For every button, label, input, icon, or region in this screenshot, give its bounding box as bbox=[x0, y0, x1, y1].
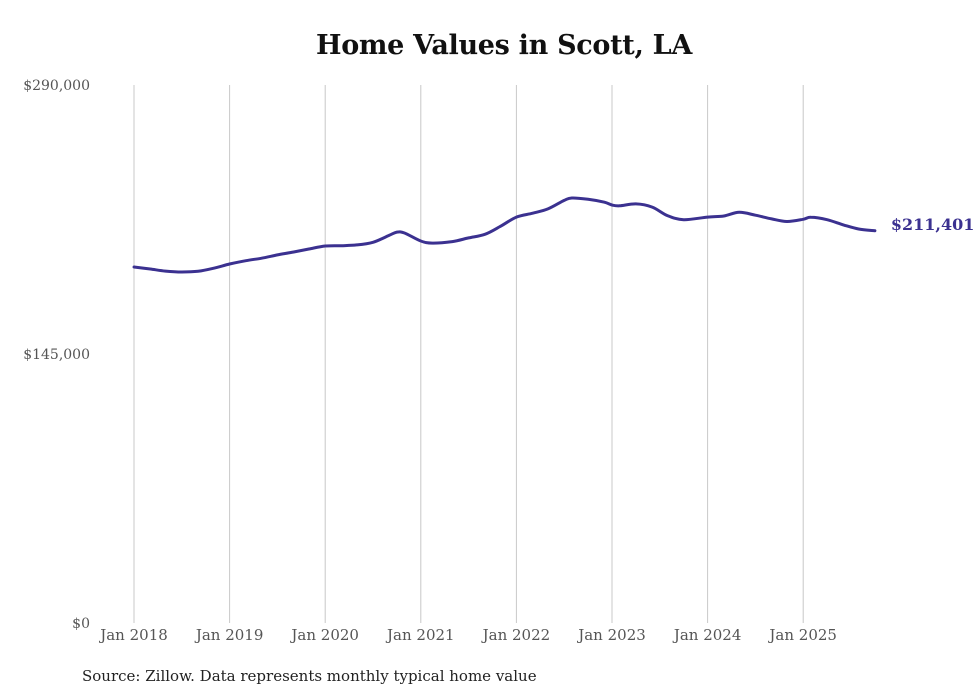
y-tick-label: $290,000 bbox=[23, 78, 90, 94]
x-tick-label: Jan 2018 bbox=[98, 626, 168, 644]
x-tick-label: Jan 2025 bbox=[767, 626, 837, 644]
x-tick-label: Jan 2024 bbox=[672, 626, 742, 644]
x-tick-label: Jan 2023 bbox=[576, 626, 646, 644]
x-tick-label: Jan 2022 bbox=[481, 626, 551, 644]
y-tick-label: $0 bbox=[72, 616, 90, 632]
y-axis-ticks: $0 $145,000 $290,000 bbox=[23, 78, 90, 632]
x-tick-label: Jan 2019 bbox=[194, 626, 264, 644]
x-axis-ticks: Jan 2018 Jan 2019 Jan 2020 Jan 2021 Jan 2022… bbox=[98, 626, 837, 644]
y-tick-label: $145,000 bbox=[23, 347, 90, 363]
x-tick-label: Jan 2020 bbox=[289, 626, 359, 644]
end-value-label: $211,401 bbox=[891, 215, 975, 234]
chart-title: Home Values in Scott, LA bbox=[315, 30, 692, 61]
x-tick-label: Jan 2021 bbox=[385, 626, 455, 644]
source-note: Source: Zillow. Data represents monthly … bbox=[82, 667, 537, 685]
annotations: $211,401 bbox=[891, 215, 975, 234]
series bbox=[132, 196, 877, 274]
series-line bbox=[132, 196, 877, 274]
gridlines bbox=[133, 85, 804, 623]
